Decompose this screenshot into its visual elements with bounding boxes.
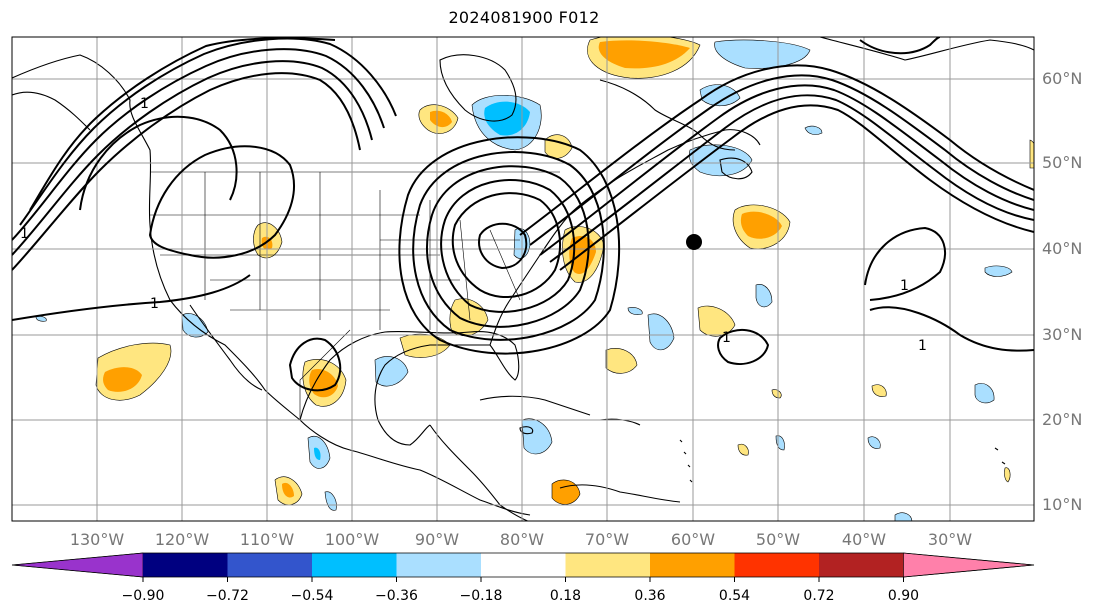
colorbar: −0.90 −0.72 −0.54 −0.36 −0.18 0.18 0.36 … [11,552,1035,604]
contour-label: 1 [20,226,29,242]
colorbar-segment [143,553,228,577]
longitude-labels: 130°W 120°W 110°W 100°W 90°W 80°W 70°W 6… [70,530,972,549]
colorbar-tick-label: −0.54 [291,588,334,604]
contour-label: 1 [722,330,731,346]
contour-lines [12,37,1034,392]
lat-label: 20°N [1042,410,1082,429]
lon-label: 50°W [756,530,800,549]
contour-label: 1 [918,338,927,354]
graticule [12,37,1034,521]
lat-label: 40°N [1042,239,1082,258]
lon-label: 70°W [585,530,629,549]
lon-label: 60°W [671,530,715,549]
map-frame [11,36,1035,522]
colorbar-segment [481,553,566,577]
colorbar-tick-label: 0.18 [550,588,581,604]
contour-label: 1 [140,96,149,112]
colorbar-extend-max [903,552,1035,578]
contour-label: 1 [900,278,909,294]
anomaly-fills [35,37,1034,521]
political-borders [150,171,560,420]
lon-label: 110°W [240,530,295,549]
colorbar-tick-label: 0.54 [719,588,750,604]
colorbar-tick-label: −0.72 [206,588,249,604]
colorbar-segment [650,553,735,577]
contour-label: 1 [150,296,159,312]
colorbar-tick-label: −0.36 [375,588,418,604]
lon-label: 90°W [415,530,459,549]
colorbar-tick-label: 0.90 [888,588,919,604]
lon-label: 120°W [155,530,210,549]
colorbar-segment [734,553,819,577]
colorbar-segment [565,553,650,577]
colorbar-segment [312,553,397,577]
lat-label: 60°N [1042,69,1082,88]
colorbar-tick-labels: −0.90 −0.72 −0.54 −0.36 −0.18 0.18 0.36 … [122,588,920,604]
lon-label: 30°W [928,530,972,549]
colorbar-tick-label: 0.36 [634,588,665,604]
lat-label: 10°N [1042,495,1082,514]
lon-label: 130°W [70,530,125,549]
colorbar-tick-label: −0.90 [122,588,165,604]
colorbar-segment [819,553,904,577]
lon-label: 100°W [325,530,380,549]
colorbar-segment [396,553,481,577]
colorbar-tick-label: −0.18 [460,588,503,604]
colorbar-segment [227,553,312,577]
location-marker [686,234,702,250]
lat-label: 50°N [1042,153,1082,172]
map-title: 2024081900 F012 [448,8,600,27]
lon-label: 40°W [842,530,886,549]
colorbar-tick-marks [142,577,904,582]
lon-label: 80°W [500,530,544,549]
colorbar-extend-min [11,552,144,578]
contour-label-group: 1 1 1 1 1 1 [20,96,927,354]
colorbar-tick-label: 0.72 [803,588,834,604]
latitude-labels: 60°N 50°N 40°N 30°N 20°N 10°N [1042,69,1082,514]
lat-label: 30°N [1042,325,1082,344]
